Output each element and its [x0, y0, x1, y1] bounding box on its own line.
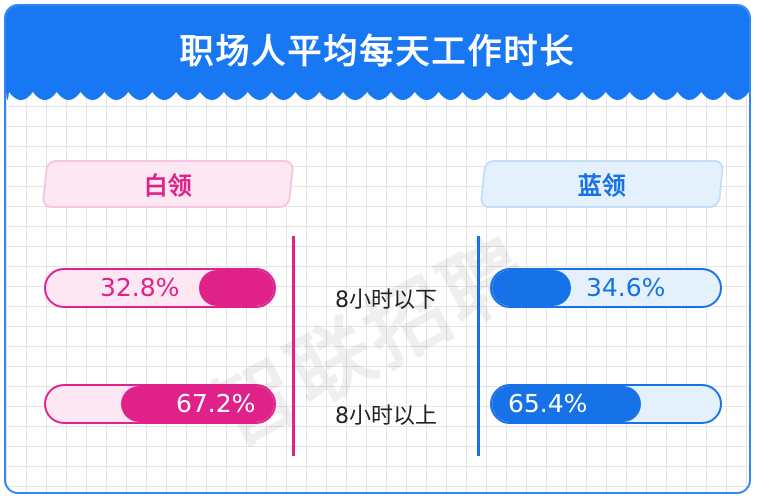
- bar-fill: [199, 270, 274, 306]
- infographic-card: 职场人平均每天工作时长 智联招聘 白领 蓝领 32.8% 8小时以下 34.6%…: [4, 4, 751, 494]
- legend-tab-blue-collar: 蓝领: [479, 160, 725, 208]
- data-label-white-collar-over-8h: 67.2%: [176, 389, 256, 418]
- bar-white-collar-over-8h: 67.2%: [44, 384, 276, 424]
- bar-blue-collar-over-8h: 65.4%: [490, 384, 722, 424]
- bar-fill: [492, 386, 642, 422]
- data-label-blue-collar-under-8h: 34.6%: [586, 273, 666, 302]
- divider-line-white-collar: [292, 236, 295, 456]
- data-label-white-collar-under-8h: 32.8%: [100, 273, 180, 302]
- category-label-over-8h: 8小时以上: [335, 404, 437, 429]
- bar-fill: [120, 386, 274, 422]
- bar-fill: [492, 270, 571, 306]
- page-title: 职场人平均每天工作时长: [179, 32, 576, 72]
- data-label-blue-collar-over-8h: 65.4%: [508, 389, 588, 418]
- divider-line-blue-collar: [477, 236, 480, 456]
- legend-label-blue-collar: 蓝领: [577, 172, 626, 200]
- header-scalloped-edge: [6, 88, 749, 100]
- category-label-under-8h: 8小时以下: [335, 288, 437, 313]
- legend-label-white-collar: 白领: [143, 172, 192, 200]
- header-banner: [6, 6, 749, 88]
- legend-tab-white-collar: 白领: [41, 160, 295, 208]
- bar-blue-collar-under-8h: 34.6%: [490, 268, 722, 308]
- bar-white-collar-under-8h: 32.8%: [44, 268, 276, 308]
